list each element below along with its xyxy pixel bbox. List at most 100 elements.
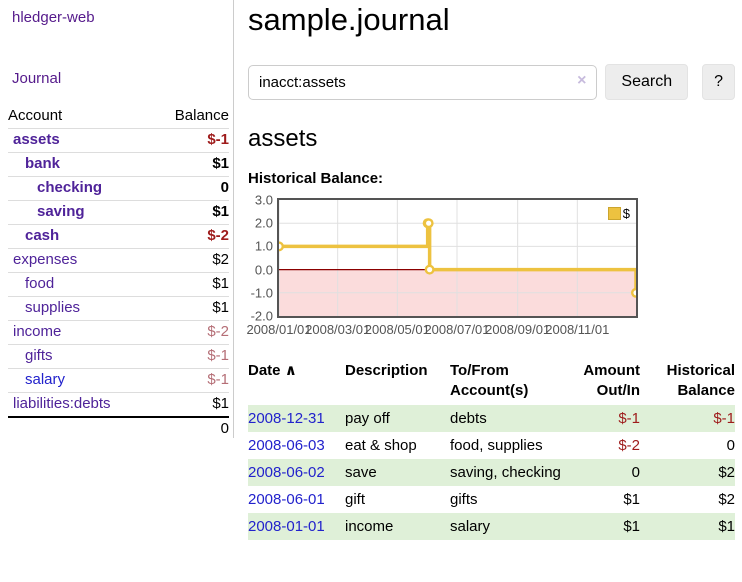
sidebar-account-income[interactable]: income xyxy=(13,323,62,340)
amount-header-line1: Amount xyxy=(583,362,640,379)
balance-header-line1: Historical xyxy=(666,362,735,379)
x-axis-tick-label: 2008/07/01 xyxy=(424,322,490,337)
transaction-amount-cell: $1 xyxy=(562,513,640,540)
transaction-accounts-cell: food, supplies xyxy=(450,437,543,454)
register-row: 2008-06-02 save saving, checking 0 $2 xyxy=(248,459,735,486)
transaction-date-link[interactable]: 2008-06-03 xyxy=(248,437,325,454)
transaction-date-cell: 2008-06-01 xyxy=(248,486,345,513)
account-name-cell: food xyxy=(8,272,153,297)
clear-search-icon[interactable]: × xyxy=(577,71,587,89)
register-row: 2008-06-03 eat & shop food, supplies $-2 0 xyxy=(248,432,735,459)
register-header-accounts: To/From Account(s) xyxy=(450,357,562,405)
transaction-balance-cell: 0 xyxy=(726,437,735,454)
y-axis-tick-label: 0.0 xyxy=(254,262,273,278)
register-header-date[interactable]: Date ∧ xyxy=(248,357,345,405)
account-row: supplies $1 xyxy=(8,296,229,321)
account-balance: $1 xyxy=(152,296,229,321)
sidebar-account-saving[interactable]: saving xyxy=(37,203,85,220)
account-row: cash $-2 xyxy=(8,224,229,249)
accounts-header-balance: Balance xyxy=(174,107,229,124)
account-row: food $1 xyxy=(8,272,229,297)
legend-swatch-icon xyxy=(607,207,621,220)
account-name-cell: liabilities:debts xyxy=(8,392,153,417)
search-button[interactable]: Search xyxy=(605,64,689,100)
y-axis-tick-label: -2.0 xyxy=(250,308,273,324)
sidebar-account-liabilities-debts[interactable]: liabilities:debts xyxy=(13,395,111,412)
register-header-description: Description xyxy=(345,362,428,379)
account-row: saving $1 xyxy=(8,200,229,225)
x-axis-tick-label: 2008/11/01 xyxy=(545,322,610,337)
sidebar-divider xyxy=(233,0,234,438)
page-title: sample.journal xyxy=(248,2,450,37)
sidebar-account-supplies[interactable]: supplies xyxy=(25,299,81,316)
main-content: sample.journal × Search ? assets Histori… xyxy=(246,0,735,540)
account-name-cell: gifts xyxy=(8,344,153,369)
sidebar-account-bank[interactable]: bank xyxy=(25,155,61,172)
help-button[interactable]: ? xyxy=(702,64,735,100)
transaction-balance-cell: $-1 xyxy=(640,405,735,432)
search-input-wrap: × xyxy=(248,64,598,100)
transaction-description-cell: pay off xyxy=(345,405,450,432)
account-balance: $-1 xyxy=(152,128,229,153)
sidebar-account-expenses[interactable]: expenses xyxy=(13,251,78,268)
x-axis-tick-label: 2008/05/01 xyxy=(364,322,430,337)
transaction-date-link[interactable]: 2008-01-01 xyxy=(248,518,325,535)
sidebar-account-assets[interactable]: assets xyxy=(13,131,60,148)
transaction-accounts-cell: debts xyxy=(450,405,562,432)
transaction-accounts-cell: gifts xyxy=(450,491,478,508)
transaction-date-link[interactable]: 2008-06-01 xyxy=(248,491,325,508)
legend-label: $ xyxy=(622,206,630,221)
sort-ascending-icon: ∧ xyxy=(284,362,297,379)
transaction-balance-cell: $1 xyxy=(640,513,735,540)
y-axis-tick-label: 3.0 xyxy=(254,192,273,208)
sidebar-account-food[interactable]: food xyxy=(25,275,55,292)
account-balance: $1 xyxy=(152,152,229,177)
register-header-row: Date ∧ Description To/From Account(s) Am… xyxy=(248,357,735,405)
account-balance: $1 xyxy=(152,392,229,417)
account-row: assets $-1 xyxy=(8,128,229,153)
accounts-total-row: 0 xyxy=(8,416,229,441)
balance-header-line2: Balance xyxy=(677,382,735,399)
sidebar-account-salary[interactable]: salary xyxy=(25,371,66,388)
transaction-date-link[interactable]: 2008-06-02 xyxy=(248,464,325,481)
balance-chart-svg xyxy=(279,200,636,316)
transaction-amount-cell: 0 xyxy=(562,459,640,486)
transaction-amount-cell: $1 xyxy=(623,491,640,508)
account-balance: $-2 xyxy=(152,224,229,249)
account-row: expenses $2 xyxy=(8,248,229,273)
amount-header-line2: Out/In xyxy=(596,382,640,399)
transaction-balance-cell: $2 xyxy=(640,459,735,486)
transaction-date-cell: 2008-06-02 xyxy=(248,459,345,486)
account-name-cell: saving xyxy=(8,200,153,225)
accounts-total-spacer xyxy=(8,416,153,441)
account-name-cell: income xyxy=(8,320,153,345)
transaction-date-cell: 2008-01-01 xyxy=(248,513,345,540)
account-heading: assets xyxy=(248,125,318,152)
x-axis-tick-label: 2008/01/01 xyxy=(246,322,312,337)
transaction-amount-cell: $-1 xyxy=(562,405,640,432)
account-name-cell: checking xyxy=(8,176,153,201)
accounts-header-line1: To/From xyxy=(450,362,509,379)
transaction-amount-cell: $-2 xyxy=(618,437,640,454)
search-input[interactable] xyxy=(248,64,598,100)
search-form: × Search ? xyxy=(248,64,735,100)
account-name-cell: salary xyxy=(8,368,153,393)
sidebar-item-journal[interactable]: Journal xyxy=(12,70,62,87)
sidebar-account-gifts[interactable]: gifts xyxy=(25,347,53,364)
historical-balance-chart: $ 3.0 2.0 1.0 0.0 -1.0 -2.0 2008/01/01 2008/03/… xyxy=(246,192,735,338)
y-axis-tick-label: 2.0 xyxy=(254,215,273,231)
account-balance: $1 xyxy=(152,272,229,297)
account-name-cell: assets xyxy=(8,128,153,153)
sidebar-account-cash[interactable]: cash xyxy=(25,227,60,244)
transaction-balance-cell: $2 xyxy=(718,491,735,508)
accounts-total-value: 0 xyxy=(152,416,229,441)
transaction-accounts-cell: saving, checking xyxy=(450,459,562,486)
register-row: 2008-01-01 income salary $1 $1 xyxy=(248,513,735,540)
app-brand-link[interactable]: hledger-web xyxy=(12,9,95,26)
account-row: gifts $-1 xyxy=(8,344,229,369)
account-row: checking 0 xyxy=(8,176,229,201)
transaction-date-link[interactable]: 2008-12-31 xyxy=(248,410,325,427)
sidebar-account-checking[interactable]: checking xyxy=(37,179,103,196)
account-name-cell: cash xyxy=(8,224,153,249)
account-row: salary $-1 xyxy=(8,368,229,393)
